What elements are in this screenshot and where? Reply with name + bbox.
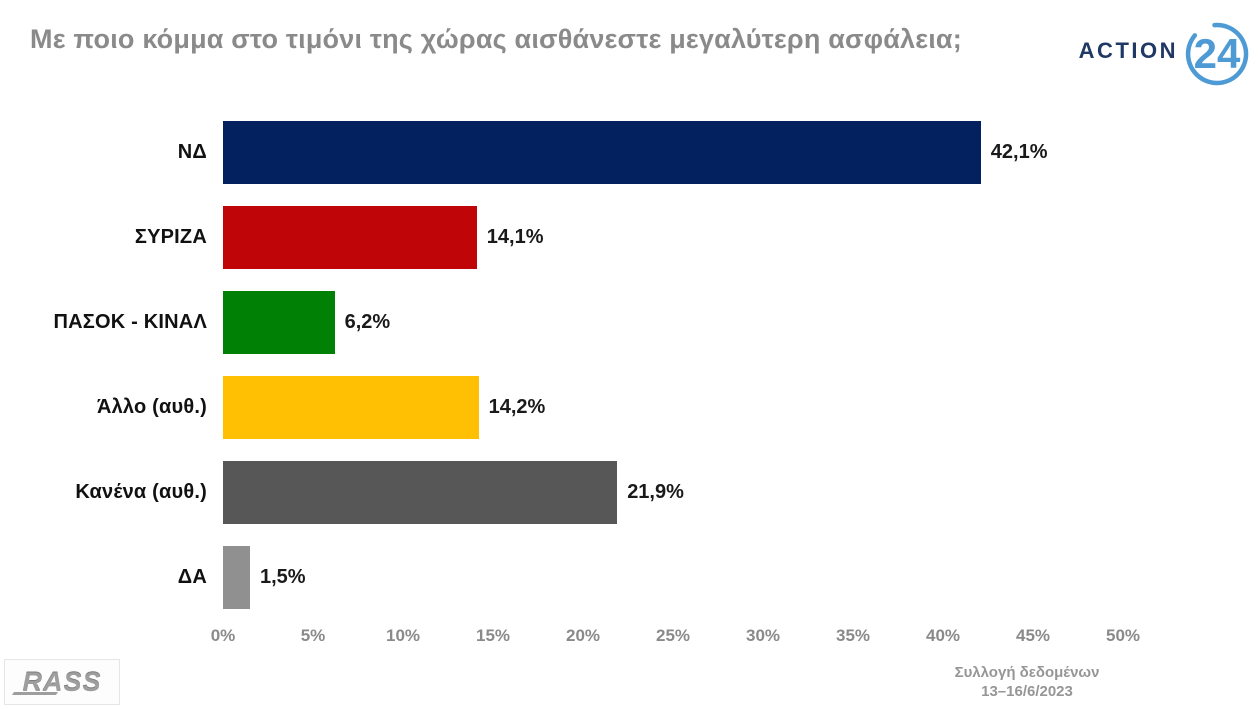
x-axis-tick: 50% [1105,626,1141,645]
bar-area: 14,2% [223,376,1260,439]
x-axis-tick: 5% [300,626,326,645]
category-label: Κανένα (αυθ.) [75,481,207,503]
bar-area: 14,1% [223,206,1260,269]
x-axis-tick: 25% [655,626,691,645]
category-label: ΔΑ [177,566,207,588]
bar-area: 42,1% [223,121,1260,184]
category-label: ΝΔ [177,141,207,163]
value-label: 6,2% [344,311,391,333]
x-axis-tick: 20% [565,626,601,645]
value-label: 14,1% [486,226,544,248]
chart-row: ΠΑΣΟΚ - ΚΙΝΑΛ 6,2% [0,291,1260,354]
chart-rows: ΝΔ 42,1% ΣΥΡΙΖΑ 14,1% ΠΑΣΟΚ - ΚΙΝΑΛ 6,2% Άλλο … [0,121,1260,609]
bar [223,376,479,439]
bar [223,461,618,524]
category-label: ΠΑΣΟΚ - ΚΙΝΑΛ [53,311,207,333]
chart-row: Άλλο (αυθ.) 14,2% [0,376,1260,439]
x-axis-tick: 15% [475,626,511,645]
value-label: 1,5% [260,566,306,588]
chart-row: ΝΔ 42,1% [0,121,1260,184]
bar [223,206,477,269]
x-axis-tick: 10% [385,626,421,645]
x-axis-tick: 0% [210,626,236,645]
rass-logo-text: RASS [22,666,102,697]
bar-area: 21,9% [223,461,1260,524]
rass-logo: RASS [4,659,120,705]
value-label: 21,9% [627,481,684,503]
bar [223,291,335,354]
bar-area: 6,2% [223,291,1260,354]
bar [223,121,981,184]
chart-row: Κανένα (αυθ.) 21,9% [0,461,1260,524]
x-axis-tick: 30% [745,626,781,645]
bar-area: 1,5% [223,546,1260,609]
x-axis-tick: 40% [925,626,961,645]
chart-row: ΣΥΡΙΖΑ 14,1% [0,206,1260,269]
data-collection-label: Συλλογή δεδομένων [954,664,1100,681]
bar [223,546,250,609]
category-label: Άλλο (αυθ.) [96,396,207,418]
data-collection-dates: 13–16/6/2023 [981,683,1073,700]
action24-circle-icon: 24 [1182,14,1252,88]
action24-number: 24 [1194,30,1241,77]
x-axis: 0% 5% 10% 15% 20% 25% 30% 35% 40% 45% 50% [211,626,1163,646]
x-axis-tick: 35% [835,626,871,645]
action24-logo: ACTION 24 [1079,14,1252,88]
value-label: 42,1% [990,141,1048,163]
x-axis-tick: 45% [1015,626,1051,645]
category-label: ΣΥΡΙΖΑ [134,226,207,248]
bar-chart: ΝΔ 42,1% ΣΥΡΙΖΑ 14,1% ΠΑΣΟΚ - ΚΙΝΑΛ 6,2% Άλλο … [0,121,1260,631]
data-collection-note: Συλλογή δεδομένων 13–16/6/2023 [937,663,1117,701]
action24-brand-text: ACTION [1078,38,1178,63]
page-title: Με ποιο κόμμα στο τιμόνι της χώρας αισθά… [30,24,962,54]
value-label: 14,2% [488,396,546,418]
chart-row: ΔΑ 1,5% [0,546,1260,609]
rass-logo-underline [11,692,59,695]
